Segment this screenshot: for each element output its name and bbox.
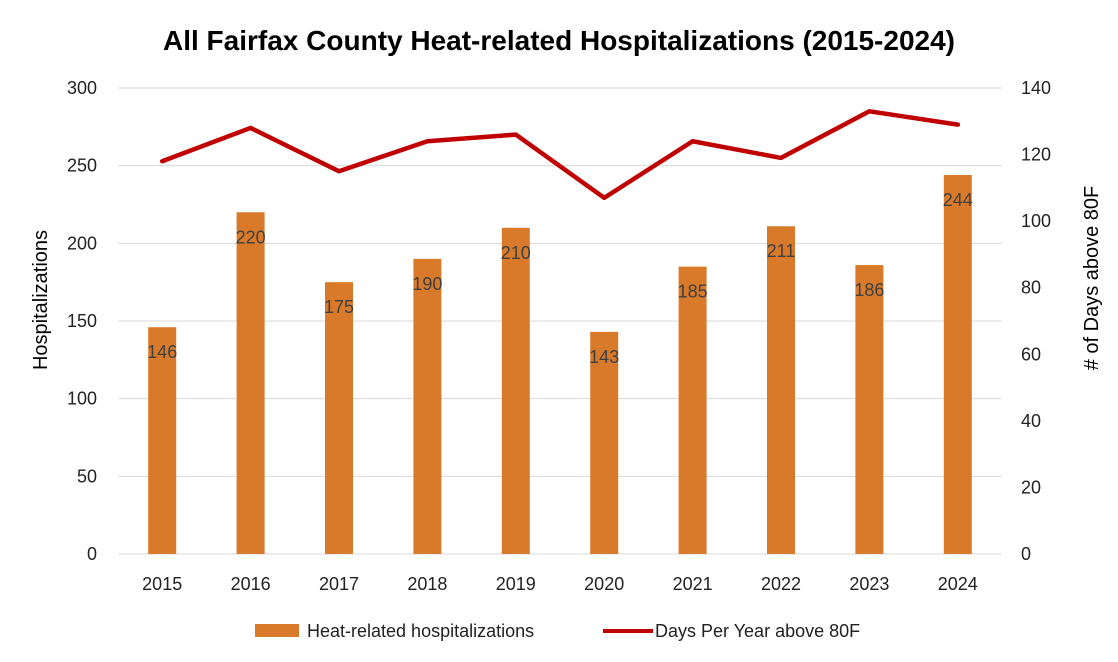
bar-value-label: 186 bbox=[854, 280, 884, 300]
x-tick-label: 2015 bbox=[142, 574, 182, 594]
x-tick-label: 2023 bbox=[849, 574, 889, 594]
bar bbox=[767, 226, 795, 554]
y-tick-label: 250 bbox=[67, 156, 97, 176]
y2-tick-label: 100 bbox=[1021, 211, 1051, 231]
y-tick-label: 150 bbox=[67, 311, 97, 331]
bar bbox=[501, 227, 530, 555]
y-tick-label: 0 bbox=[87, 544, 97, 564]
legend-label-line: Days Per Year above 80F bbox=[655, 621, 860, 641]
bar bbox=[678, 266, 707, 554]
bar-value-label: 244 bbox=[943, 190, 973, 210]
bar-value-label: 190 bbox=[412, 274, 442, 294]
y2-axis-title: # of Days above 80F bbox=[1081, 186, 1103, 371]
bar bbox=[413, 258, 442, 554]
x-axis: 2015 2016 2017 2018 2019 2020 2021 2022 2023 2024 bbox=[142, 574, 978, 594]
y-axis-left: 0 50 100 150 200 250 300 bbox=[67, 78, 97, 564]
y-tick-label: 50 bbox=[77, 466, 97, 486]
x-tick-label: 2024 bbox=[938, 574, 978, 594]
x-tick-label: 2021 bbox=[673, 574, 713, 594]
x-tick-label: 2019 bbox=[496, 574, 536, 594]
y2-tick-label: 40 bbox=[1021, 411, 1041, 431]
bar bbox=[148, 327, 177, 554]
data-labels: 146 220 175 190 210 143 185 211 186 244 bbox=[147, 190, 973, 367]
legend-swatch-bars bbox=[255, 624, 299, 637]
line-series bbox=[159, 109, 961, 201]
y-axis-right: 0 20 40 60 80 100 120 140 bbox=[1021, 78, 1051, 564]
y-tick-label: 200 bbox=[67, 233, 97, 253]
legend: Heat-related hospitalizations Days Per Y… bbox=[255, 621, 860, 641]
bar-value-label: 210 bbox=[501, 243, 531, 263]
bar bbox=[590, 331, 619, 554]
line-days-above-80f bbox=[159, 109, 961, 201]
x-tick-label: 2022 bbox=[761, 574, 801, 594]
bar-value-label: 143 bbox=[589, 347, 619, 367]
y2-tick-label: 60 bbox=[1021, 344, 1041, 364]
bar-value-label: 185 bbox=[678, 282, 708, 302]
bar-value-label: 211 bbox=[767, 241, 796, 261]
y2-tick-label: 0 bbox=[1021, 544, 1031, 564]
y-tick-label: 300 bbox=[67, 78, 97, 98]
bar-value-label: 175 bbox=[324, 297, 354, 317]
y2-tick-label: 20 bbox=[1021, 477, 1041, 497]
bar bbox=[855, 265, 884, 554]
bar-value-label: 220 bbox=[236, 227, 266, 247]
legend-label-bars: Heat-related hospitalizations bbox=[307, 621, 534, 641]
x-tick-label: 2017 bbox=[319, 574, 359, 594]
y2-tick-label: 80 bbox=[1021, 278, 1041, 298]
y2-tick-label: 120 bbox=[1021, 145, 1051, 165]
bar bbox=[943, 174, 972, 554]
x-tick-label: 2020 bbox=[584, 574, 624, 594]
bar bbox=[325, 282, 353, 554]
bar bbox=[236, 212, 265, 554]
y2-tick-label: 140 bbox=[1021, 78, 1051, 98]
y-axis-title: Hospitalizations bbox=[30, 230, 52, 370]
x-tick-label: 2016 bbox=[231, 574, 271, 594]
y-tick-label: 100 bbox=[67, 389, 97, 409]
bar-value-label: 146 bbox=[147, 342, 177, 362]
chart-title: All Fairfax County Heat-related Hospital… bbox=[163, 25, 955, 56]
x-tick-label: 2018 bbox=[407, 574, 447, 594]
bar-series bbox=[148, 174, 972, 555]
